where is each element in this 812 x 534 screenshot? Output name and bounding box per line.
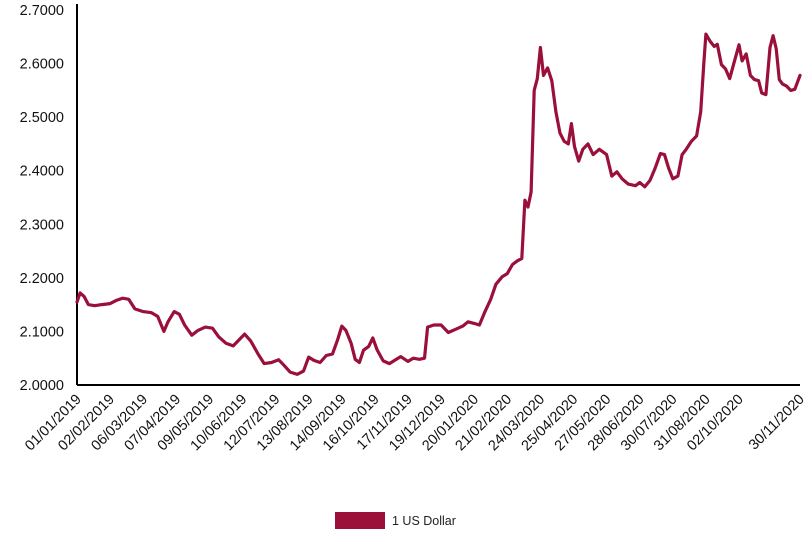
x-axis-tick-labels: 01/01/201902/02/201906/03/201907/04/2019… <box>22 392 808 455</box>
y-tick-label: 2.0000 <box>20 378 64 394</box>
legend-swatch <box>335 512 385 529</box>
series-line <box>75 32 802 376</box>
legend: 1 US Dollar <box>335 512 456 529</box>
y-tick-label: 2.4000 <box>20 164 64 180</box>
y-tick-label: 2.3000 <box>20 217 64 233</box>
y-tick-label: 2.2000 <box>20 271 64 287</box>
y-tick-label: 2.1000 <box>20 324 64 340</box>
legend-label: 1 US Dollar <box>392 514 456 528</box>
y-axis-tick-labels: 2.0000 2.1000 2.2000 2.3000 2.4000 2.5000 2.60… <box>20 3 64 394</box>
series-layer <box>75 32 802 376</box>
y-tick-label: 2.6000 <box>20 57 64 73</box>
x-tick-label: 30/11/2020 <box>746 392 808 454</box>
y-tick-label: 2.5000 <box>20 110 64 126</box>
y-tick-label: 2.7000 <box>20 3 64 19</box>
